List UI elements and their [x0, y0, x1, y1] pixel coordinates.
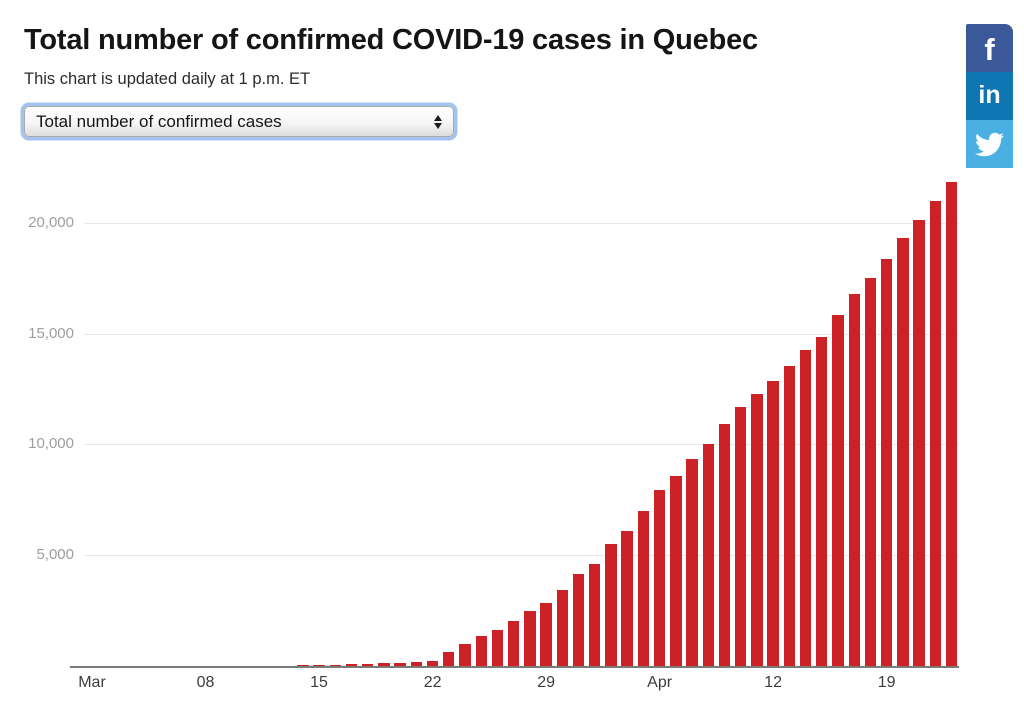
bar	[670, 475, 682, 666]
bar	[443, 652, 455, 666]
update-note: This chart is updated daily at 1 p.m. ET	[24, 70, 311, 88]
bar	[864, 277, 877, 666]
bar	[880, 259, 893, 666]
bar	[540, 603, 552, 666]
bar	[686, 459, 698, 666]
bar	[702, 443, 714, 666]
bar	[507, 621, 520, 666]
linkedin-share-button[interactable]: in	[966, 72, 1013, 120]
x-tick-label: 08	[196, 674, 215, 691]
facebook-icon: f	[984, 31, 995, 67]
bar	[783, 365, 796, 666]
bar	[816, 336, 828, 666]
twitter-bird-icon	[975, 132, 1004, 156]
bar	[637, 510, 650, 666]
x-tick-label: 12	[764, 674, 782, 691]
facebook-share-button[interactable]: f	[966, 24, 1013, 72]
bar	[848, 293, 860, 666]
bar	[945, 182, 958, 666]
linkedin-icon: in	[978, 80, 1001, 109]
share-toolbar: f in	[966, 24, 1013, 168]
bar	[929, 201, 941, 666]
bar	[832, 314, 844, 666]
y-tick-label: 10,000	[28, 435, 74, 453]
x-tick-label: 19	[877, 674, 896, 691]
y-tick-label: 5,000	[36, 546, 74, 564]
gridline	[84, 333, 959, 335]
twitter-share-button[interactable]	[966, 120, 1013, 168]
bar	[734, 407, 747, 666]
gridline	[84, 222, 959, 224]
bar	[621, 530, 633, 666]
bar	[913, 220, 925, 666]
bar	[556, 589, 568, 666]
bar	[897, 237, 909, 666]
bar	[524, 610, 536, 666]
bar	[605, 543, 617, 666]
bar	[345, 664, 358, 666]
bar	[491, 629, 504, 666]
bar	[589, 563, 601, 666]
gridline	[84, 444, 959, 446]
bar	[361, 663, 374, 666]
x-tick-label: Apr	[647, 674, 673, 691]
gridline	[84, 555, 959, 557]
bar	[394, 662, 406, 666]
bar	[572, 573, 585, 666]
bar	[653, 489, 666, 666]
y-tick-label: 15,000	[28, 324, 74, 342]
bar	[459, 643, 471, 666]
bar	[329, 664, 341, 666]
bar	[475, 636, 487, 666]
x-tick-label: 22	[423, 674, 442, 691]
page-title: Total number of confirmed COVID-19 cases…	[24, 24, 758, 56]
metric-select[interactable]: Total number of confirmed cases	[24, 106, 454, 137]
y-tick-label: 20,000	[28, 213, 74, 231]
bar	[426, 661, 439, 666]
x-tick-label: 29	[537, 674, 555, 691]
x-axis-line	[70, 665, 959, 668]
x-tick-label: 15	[310, 674, 328, 691]
bar	[799, 350, 812, 666]
bar	[718, 424, 731, 666]
bar	[751, 393, 763, 666]
bar	[410, 661, 423, 666]
bar	[313, 665, 325, 666]
bar	[767, 381, 779, 666]
x-tick-label: Mar	[78, 674, 106, 691]
bar	[378, 663, 390, 666]
